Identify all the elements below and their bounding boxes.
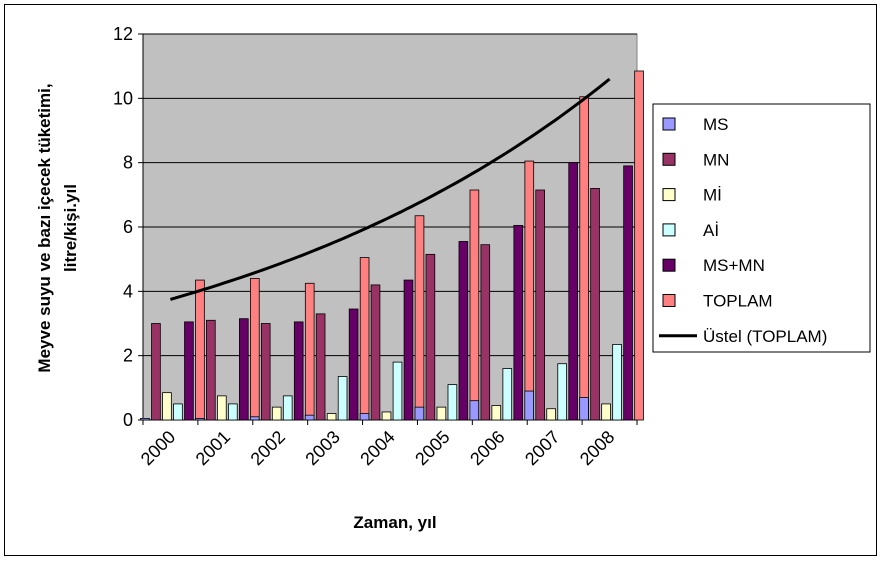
bar-mn-2001 xyxy=(206,319,216,421)
x-tick-label: 2003 xyxy=(301,427,343,469)
legend xyxy=(652,103,871,353)
bar-ms-mn-2000 xyxy=(184,321,194,421)
legend-swatch-ai- xyxy=(662,223,676,237)
x-tick-label: 2006 xyxy=(466,427,508,469)
bar-mn-2002 xyxy=(260,323,271,421)
bar-mn-2003 xyxy=(315,313,326,421)
bar-toplam-2004 xyxy=(414,215,425,421)
bar-ms-2005 xyxy=(414,406,425,421)
y-tick-label: 8 xyxy=(123,153,133,173)
bar-ms-mn-2005 xyxy=(458,241,469,421)
y-axis-title-line-1: Meyve suyu ve bazı içecek tüketimi, xyxy=(35,83,54,372)
bar-mn-2005 xyxy=(425,253,436,421)
bar-toplam-2000 xyxy=(195,279,205,421)
trendline-toplam xyxy=(169,77,611,301)
legend-swatch-toplam xyxy=(662,294,676,307)
bar-ai--2007 xyxy=(557,363,567,421)
bar-ms-2001 xyxy=(195,417,205,421)
bar-ms-mn-2003 xyxy=(348,308,359,421)
bar-ms-2004 xyxy=(359,413,370,421)
x-tick-label: 2002 xyxy=(247,427,289,469)
bar-ms-2008 xyxy=(579,397,589,421)
x-tick-label: 2004 xyxy=(356,427,398,469)
bar-ai--2003 xyxy=(337,376,348,421)
legend-label: MN xyxy=(703,150,729,169)
x-tick-label: 2005 xyxy=(411,427,453,469)
x-tick-label: 2008 xyxy=(576,427,618,469)
bar-ms-mn-2004 xyxy=(403,279,414,421)
bar-mi--2006 xyxy=(491,405,502,421)
legend-label: Mİ xyxy=(703,186,722,205)
legend-swatch-mi- xyxy=(662,188,676,202)
x-tick-label: 2001 xyxy=(192,427,234,469)
y-tick-label: 10 xyxy=(113,88,133,108)
bar-mi--2004 xyxy=(381,411,392,421)
legend-swatch-ms-mn xyxy=(662,258,676,272)
bar-toplam-2001 xyxy=(250,278,260,421)
bar-ms-2002 xyxy=(249,416,260,421)
bar-ai--2006 xyxy=(502,368,513,421)
bar-ms-2007 xyxy=(524,390,534,421)
x-tick-label: 2007 xyxy=(521,427,563,469)
x-axis-title: Zaman, yıl xyxy=(353,513,436,532)
y-axis-title-line-2: litre/kişi.yıl xyxy=(61,184,80,272)
legend-label: MS+MN xyxy=(703,256,765,275)
bar-toplam-2003 xyxy=(359,257,370,421)
bar-mn-2008 xyxy=(590,187,600,421)
bar-ms-mn-2007 xyxy=(568,162,578,421)
bar-toplam-2005 xyxy=(469,189,480,421)
bar-ai--2005 xyxy=(447,384,458,421)
legend-label: Aİ xyxy=(703,221,719,240)
y-tick-label: 2 xyxy=(123,346,133,366)
bar-toplam-2007 xyxy=(579,96,589,421)
bar-mn-2006 xyxy=(480,244,491,421)
legend-label: TOPLAM xyxy=(703,292,773,311)
bar-mn-2004 xyxy=(370,284,381,421)
x-tick-label: 2000 xyxy=(137,427,179,469)
y-tick-label: 6 xyxy=(123,217,133,237)
bar-toplam-2002 xyxy=(304,282,315,421)
bar-ai--2002 xyxy=(282,395,293,421)
y-tick-label: 0 xyxy=(123,410,133,430)
bar-mi--2002 xyxy=(271,406,282,421)
bar-mi--2005 xyxy=(436,406,447,421)
bar-ms-2000 xyxy=(140,417,150,421)
bar-mi--2008 xyxy=(601,403,611,421)
bar-mi--2000 xyxy=(162,392,172,421)
legend-label: MS xyxy=(703,115,729,134)
bar-ms-2003 xyxy=(304,414,315,421)
bar-ai--2008 xyxy=(612,344,622,421)
bar-ai--2000 xyxy=(173,403,183,421)
bar-ms-mn-2001 xyxy=(239,318,249,421)
bar-mi--2007 xyxy=(546,408,556,421)
bar-ms-mn-2002 xyxy=(293,321,304,421)
y-tick-label: 4 xyxy=(123,281,133,301)
legend-swatch-ms xyxy=(662,117,676,131)
bar-ms-2006 xyxy=(469,400,480,421)
bar-ai--2004 xyxy=(392,361,403,421)
bar-toplam-2006 xyxy=(524,160,535,421)
bar-toplam-2008 xyxy=(634,70,644,421)
bar-mi--2001 xyxy=(217,395,227,421)
legend-label: Üstel (TOPLAM) xyxy=(703,327,827,346)
bar-ai--2001 xyxy=(228,403,238,421)
bar-ms-mn-2006 xyxy=(513,224,524,421)
bar-ms-mn-2008 xyxy=(623,165,633,421)
legend-swatch-mn xyxy=(662,152,676,166)
bar-mn-2000 xyxy=(151,323,161,421)
bar-mn-2007 xyxy=(535,189,545,421)
bar-mi--2003 xyxy=(326,413,337,421)
y-tick-label: 12 xyxy=(113,24,133,44)
